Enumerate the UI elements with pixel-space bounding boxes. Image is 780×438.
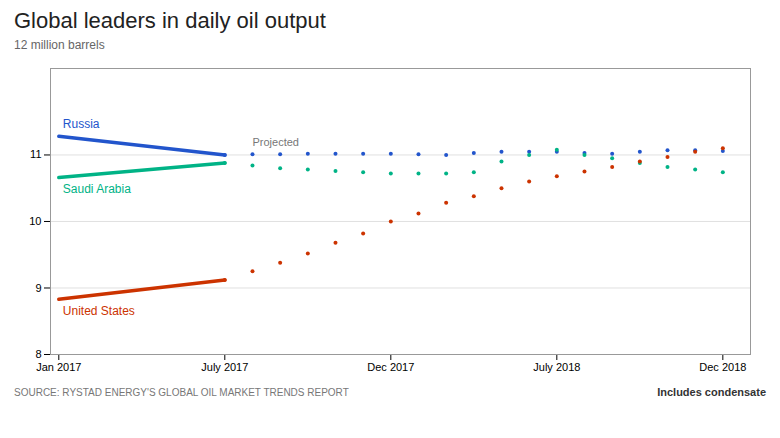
- html-text:SOURCE: RYSTAD ENERGY'S GLOBAL: SOURCE: RYSTAD ENERGY'S GLOBAL OIL MARKE…: [14, 387, 349, 398]
- svg-text:9: 9: [35, 282, 41, 294]
- svg-text:July 2018: July 2018: [533, 361, 580, 373]
- html-text:Global leaders in daily oil ou: Global leaders in daily oil output: [14, 8, 326, 33]
- svg-text:Projected: Projected: [252, 136, 298, 148]
- svg-text:Saudi Arabia: Saudi Arabia: [63, 182, 131, 196]
- svg-text:Dec 2017: Dec 2017: [367, 361, 414, 373]
- html-text:12 million barrels: 12 million barrels: [14, 38, 105, 52]
- svg-text:United States: United States: [63, 304, 135, 318]
- svg-text:July 2017: July 2017: [201, 361, 248, 373]
- svg-text:Jan 2017: Jan 2017: [36, 361, 81, 373]
- svg-text:Russia: Russia: [63, 117, 100, 131]
- svg-text:11: 11: [30, 148, 41, 160]
- svg-text:8: 8: [35, 348, 41, 360]
- html-text:Includes condensate: Includes condensate: [657, 386, 766, 398]
- svg-text:10: 10: [29, 215, 41, 227]
- svg-text:Dec 2018: Dec 2018: [699, 361, 746, 373]
